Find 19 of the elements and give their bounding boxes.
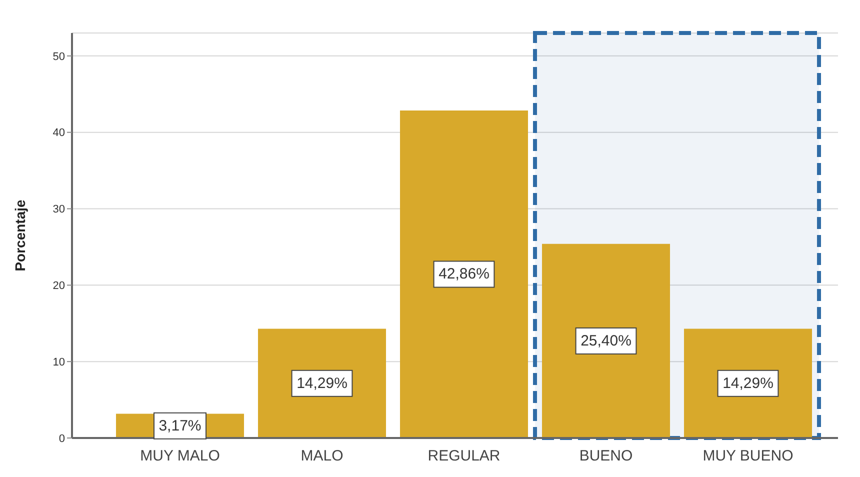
x-tick-label: MUY MALO	[140, 448, 220, 465]
x-tick-label: MUY BUENO	[702, 448, 794, 465]
y-tick-label: 30	[52, 204, 65, 216]
data-label: 3,17%	[158, 417, 202, 434]
bar	[542, 244, 670, 438]
y-tick-label: 40	[52, 127, 65, 140]
data-label: 14,29%	[296, 374, 348, 392]
x-tick-label: REGULAR	[428, 448, 500, 465]
bar	[400, 110, 528, 438]
data-label: 25,40%	[580, 332, 632, 350]
y-axis-title: Porcentaje	[12, 199, 28, 272]
y-tick-label: 10	[52, 356, 65, 368]
y-tick-label: 50	[52, 50, 65, 63]
data-label: 14,29%	[722, 374, 774, 392]
y-tick-label: 0	[58, 432, 65, 445]
x-tick-label: BUENO	[579, 448, 633, 465]
y-tick-label: 20	[52, 280, 65, 292]
data-label: 42,86%	[438, 266, 490, 283]
x-tick-label: MALO	[300, 448, 344, 465]
